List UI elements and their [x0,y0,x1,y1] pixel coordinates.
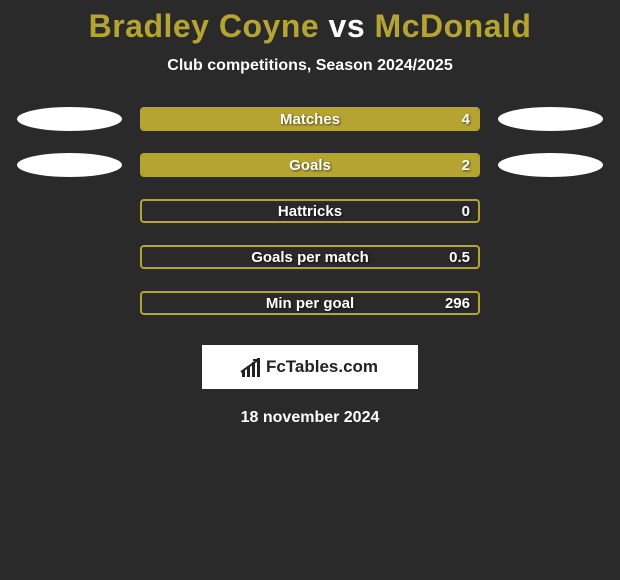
right-indicator [498,245,603,269]
stat-row: Hattricks0 [10,199,610,223]
subtitle: Club competitions, Season 2024/2025 [0,57,620,75]
left-indicator [17,107,122,131]
right-indicator [498,199,603,223]
stat-bar: Min per goal296 [140,291,480,315]
bar-chart-icon [242,357,260,377]
stat-label: Goals per match [142,249,478,266]
stat-bar: Matches4 [140,107,480,131]
ellipse-icon [498,107,603,131]
left-indicator [17,199,122,223]
stat-label: Hattricks [142,203,478,220]
ellipse-icon [498,153,603,177]
left-indicator [17,245,122,269]
stat-value-right: 296 [445,295,470,312]
stat-value-right: 0.5 [449,249,470,266]
stat-value-right: 2 [462,157,470,174]
right-indicator [498,153,603,177]
stat-row: Goals2 [10,153,610,177]
stat-label: Goals [142,157,478,174]
stat-value-right: 0 [462,203,470,220]
stat-value-right: 4 [462,111,470,128]
stat-bar: Goals per match0.5 [140,245,480,269]
comparison-title: Bradley Coyne vs McDonald [0,8,620,45]
stat-label: Min per goal [142,295,478,312]
right-indicator [498,107,603,131]
snapshot-date: 18 november 2024 [0,409,620,427]
logo-text: FcTables.com [266,357,378,377]
stat-row: Min per goal296 [10,291,610,315]
player1-name: Bradley Coyne [89,8,320,44]
ellipse-icon [17,153,122,177]
left-indicator [17,291,122,315]
stat-label: Matches [142,111,478,128]
player2-name: McDonald [375,8,532,44]
stat-bar: Goals2 [140,153,480,177]
left-indicator [17,153,122,177]
stat-row: Goals per match0.5 [10,245,610,269]
fctables-logo: FcTables.com [202,345,418,389]
stats-area: Matches4Goals2Hattricks0Goals per match0… [0,107,620,315]
right-indicator [498,291,603,315]
vs-separator: vs [329,8,366,44]
stat-bar: Hattricks0 [140,199,480,223]
stat-row: Matches4 [10,107,610,131]
ellipse-icon [17,107,122,131]
